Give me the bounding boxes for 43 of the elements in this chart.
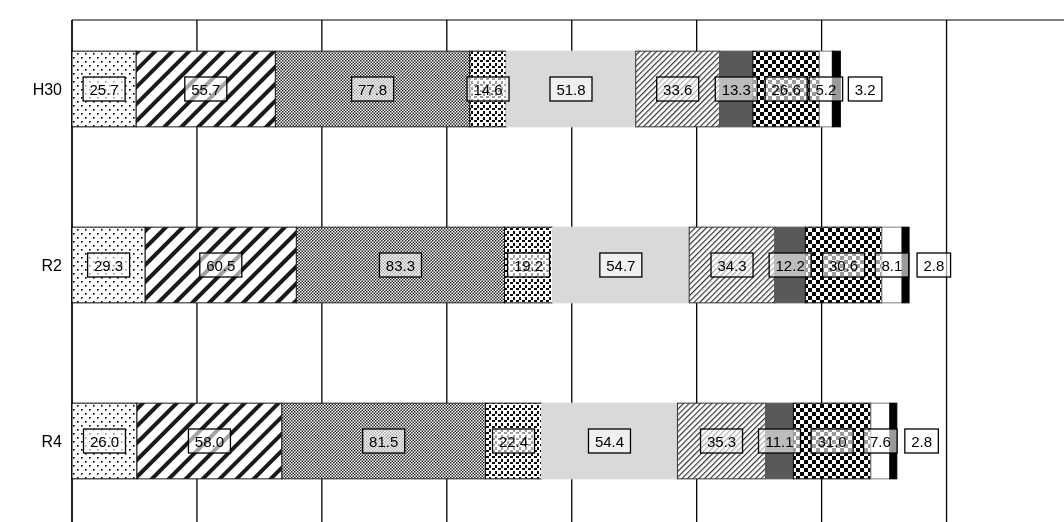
- bar: [901, 226, 910, 304]
- data-label: 11.1: [765, 432, 794, 450]
- data-label: 55.7: [191, 80, 221, 98]
- data-label: 25.7: [89, 80, 119, 98]
- bar: [635, 50, 721, 128]
- data-label: 34.3: [717, 256, 747, 274]
- data-label: 12.2: [775, 256, 805, 274]
- data-label: 13.3: [721, 80, 751, 98]
- bar: [552, 226, 690, 304]
- bar: [505, 50, 637, 128]
- bar: [504, 226, 554, 304]
- data-label: 54.4: [594, 432, 625, 450]
- data-label: 81.5: [369, 432, 399, 450]
- data-label: 8.1: [881, 256, 903, 274]
- data-label: 7.6: [869, 432, 891, 450]
- data-label: 2.8: [911, 432, 933, 450]
- y-tick-label: R2: [41, 256, 63, 274]
- data-label: 5.2: [815, 80, 837, 98]
- data-label: 19.2: [513, 256, 544, 274]
- y-tick-label: R4: [41, 432, 63, 450]
- data-label: 26.6: [771, 80, 801, 98]
- data-label: 35.3: [706, 432, 737, 450]
- bar: [676, 402, 767, 480]
- data-label: 54.7: [606, 256, 636, 274]
- y-tick-label: H30: [32, 80, 63, 98]
- data-label: 33.6: [663, 80, 693, 98]
- data-label: 77.8: [358, 80, 388, 98]
- data-label: 60.5: [206, 256, 236, 274]
- bar: [541, 402, 678, 480]
- data-label: 2.8: [923, 256, 945, 274]
- data-label: 31.0: [817, 432, 847, 450]
- data-label: 51.8: [556, 80, 586, 98]
- data-label: 22.4: [498, 432, 529, 450]
- bar: [688, 226, 776, 304]
- data-label: 30.6: [829, 256, 859, 274]
- data-label: 14.6: [473, 80, 503, 98]
- data-label: 83.3: [385, 256, 416, 274]
- bar: [485, 402, 543, 480]
- data-label: 26.0: [89, 432, 120, 450]
- data-label: 58.0: [194, 432, 225, 450]
- bar: [889, 402, 898, 480]
- data-label: 3.2: [854, 80, 876, 98]
- data-label: 29.3: [94, 256, 124, 274]
